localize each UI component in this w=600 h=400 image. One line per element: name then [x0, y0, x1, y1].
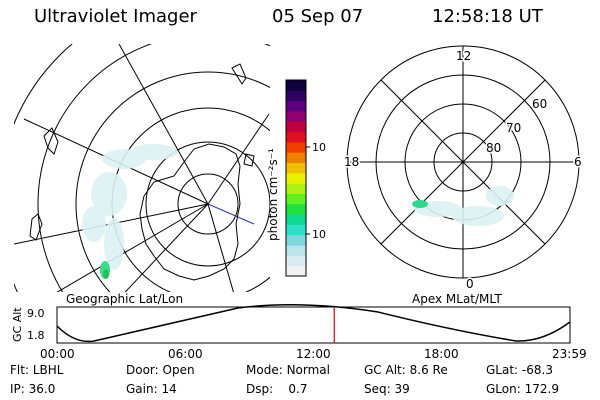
colorbar-segment — [286, 141, 306, 153]
date-readout: 05 Sep 07 — [272, 6, 364, 27]
xtick-00: 00:00 — [40, 347, 75, 361]
flt-value: LBHL — [32, 363, 64, 377]
colorbar-segment — [286, 214, 306, 225]
lat-circle-6 — [14, 44, 73, 292]
lat-circle-1 — [177, 173, 239, 235]
status-gain: Gain: 14 — [126, 382, 177, 396]
colorbar-segment — [286, 203, 306, 215]
status-glon: GLon: 172.9 — [486, 382, 559, 396]
polar-mlt-plot: 12 18 6 0 60 70 80 — [343, 45, 583, 292]
altitude-curve — [56, 304, 571, 343]
status-door: Door: Open — [126, 363, 195, 377]
colorbar-tick-100: 100 — [312, 141, 326, 154]
mlt-line-diagonal — [380, 79, 546, 245]
aurora-emission — [82, 144, 178, 270]
colorbar-segment — [286, 162, 306, 174]
ytick-1-8: 1.8 — [27, 329, 45, 342]
colorbar-segment — [286, 245, 306, 256]
mlt-label-12: 12 — [456, 49, 471, 63]
colorbar-unit-label: photon cm⁻²s⁻¹ — [266, 148, 280, 241]
meridian-line — [124, 203, 209, 292]
status-gcalt: GC Alt: 8.6 Re — [364, 363, 448, 377]
colorbar-segment — [286, 224, 306, 236]
xtick-12: 12:00 — [296, 347, 331, 361]
colorbar-segment — [286, 265, 306, 277]
colorbar-segment — [286, 121, 306, 133]
lat-circle-4 — [75, 71, 270, 292]
meridian-line — [56, 203, 209, 292]
dsp-value: 0.7 — [288, 382, 308, 396]
meridian-line — [207, 203, 234, 292]
xtick-2359: 23:59 — [552, 347, 587, 361]
auroral-oval — [414, 186, 514, 226]
mlt-label-6: 6 — [574, 155, 582, 169]
colorbar-segment — [286, 110, 306, 122]
gcalt-value: 8.6 Re — [409, 363, 448, 377]
xtick-18: 18:00 — [424, 347, 459, 361]
colorbar: 100 10 photon cm⁻²s⁻¹ — [266, 79, 326, 277]
mode-value: Normal — [286, 363, 330, 377]
door-value: Open — [162, 363, 195, 377]
geographic-image — [14, 44, 270, 292]
meridian-line — [118, 44, 209, 205]
colorbar-segment — [286, 90, 306, 102]
mlt-label-0: 0 — [466, 277, 474, 291]
mlat-label-70: 70 — [506, 121, 521, 135]
timeline-ylabel: GC Alt — [11, 307, 24, 342]
colorbar-segment — [286, 234, 306, 246]
mlt-label-18: 18 — [344, 155, 359, 169]
mlat-label-60: 60 — [532, 97, 547, 111]
glon-value: 172.9 — [524, 382, 559, 396]
glat-value: -68.3 — [521, 363, 553, 377]
apex-label: Apex MLat/MLT — [412, 292, 502, 306]
xtick-06: 06:00 — [168, 347, 203, 361]
gain-value: 14 — [161, 382, 177, 396]
meridian-line — [207, 203, 255, 225]
colorbar-tick-10: 10 — [312, 228, 326, 241]
time-readout: 12:58:18 UT — [432, 6, 543, 27]
status-flt: Flt: LBHL — [10, 363, 64, 377]
mlat-label-80: 80 — [486, 141, 501, 155]
geographic-label: Geographic Lat/Lon — [66, 292, 184, 306]
status-glat: GLat: -68.3 — [486, 363, 553, 377]
colorbar-segment — [286, 131, 306, 143]
orbit-altitude-timeline: GC Alt 9.0 1.8 00:00 06:00 12:00 18:00 2… — [11, 304, 587, 361]
colorbar-segment — [286, 183, 306, 194]
lat-circle-2 — [145, 141, 270, 267]
instrument-title: Ultraviolet Imager — [34, 6, 197, 27]
aurora-bright-spot — [412, 200, 428, 208]
status-dsp: Dsp: 0.7 — [246, 382, 308, 396]
seq-value: 39 — [394, 382, 410, 396]
colorbar-segment — [286, 193, 306, 205]
timeline-frame — [56, 306, 571, 344]
colorbar-gradient — [286, 80, 306, 277]
lat-circle-5 — [37, 44, 270, 292]
status-mode: Mode: Normal — [246, 363, 330, 377]
coastline — [29, 63, 255, 281]
status-seq: Seq: 39 — [364, 382, 410, 396]
ytick-9: 9.0 — [27, 307, 45, 320]
meridian-line — [207, 113, 270, 205]
colorbar-segment — [286, 152, 306, 164]
lat-circle-3 — [111, 107, 270, 292]
ip-value: 36.0 — [28, 382, 56, 396]
colorbar-segment — [286, 255, 306, 267]
status-ip: IP: 36.0 — [10, 382, 56, 396]
colorbar-frame — [285, 79, 307, 277]
colorbar-segment — [286, 172, 306, 184]
colorbar-segment — [286, 80, 306, 91]
colorbar-segment — [286, 100, 306, 112]
